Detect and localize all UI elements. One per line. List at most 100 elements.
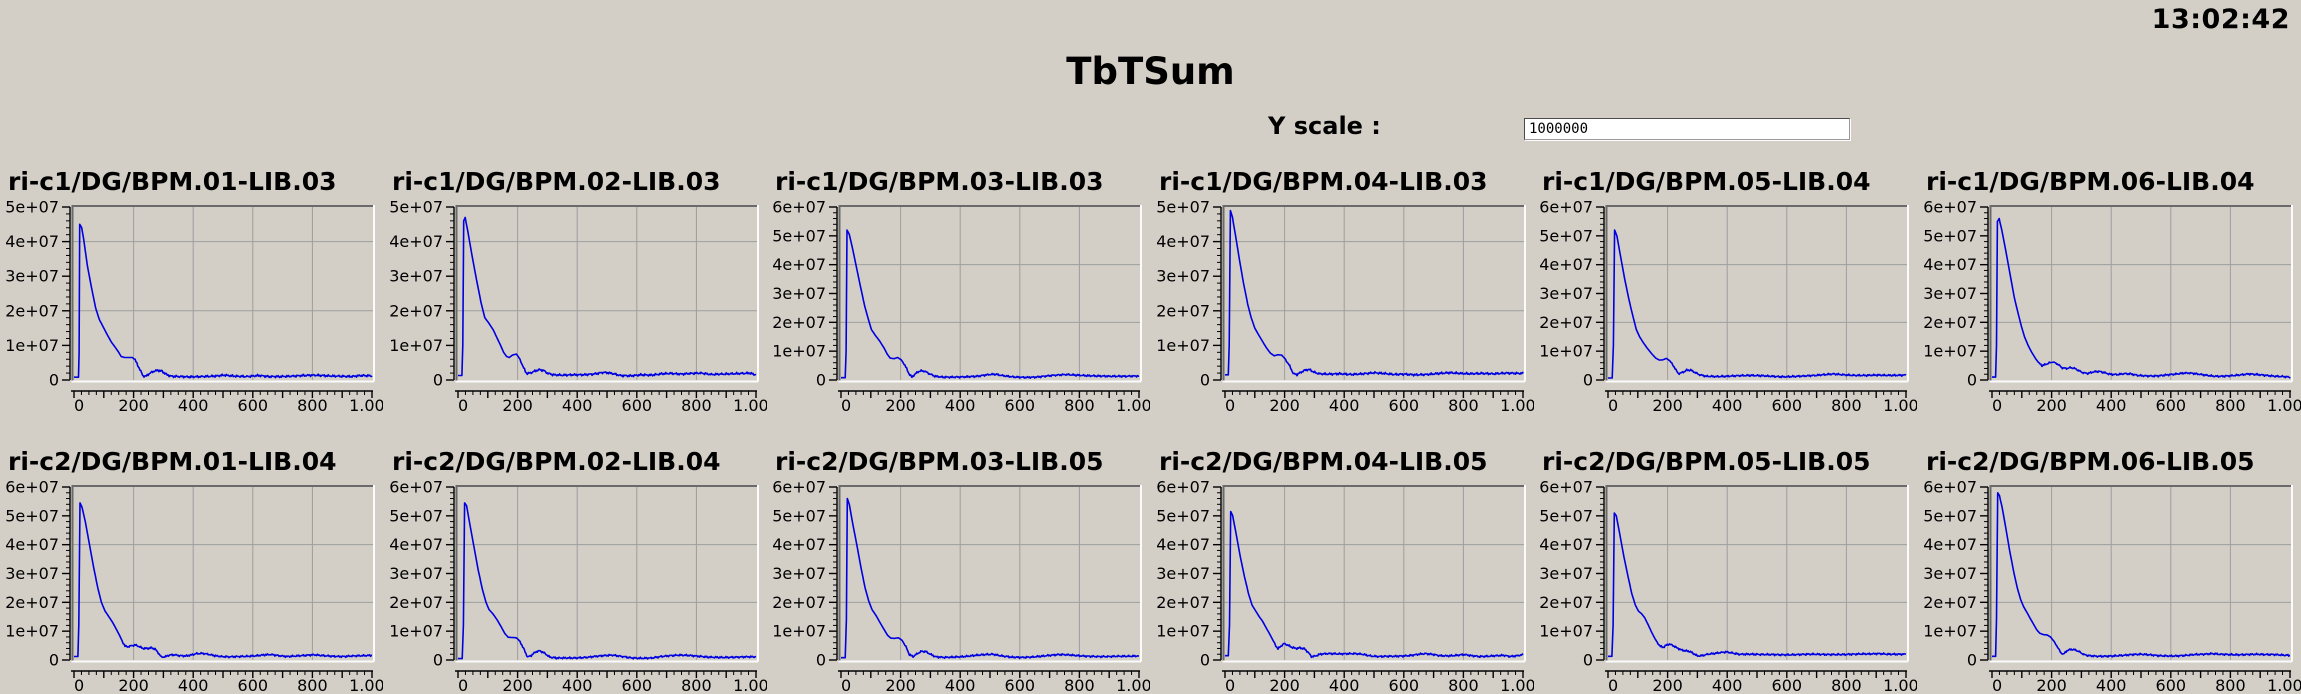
x-tick-label: 400 [2095, 676, 2126, 692]
y-tick-label: 4e+07 [5, 535, 59, 554]
x-tick-label: 0 [841, 396, 851, 412]
x-tick-label: 600 [621, 396, 652, 412]
y-tick-label: 5e+07 [5, 506, 59, 525]
chart-canvas: 6e+07 5e+07 4e+07 3e+07 2e+07 1e+07 00 200 400 60… [772, 447, 1150, 692]
y-tick-label: 5e+07 [389, 506, 443, 525]
y-tick-label: 6e+07 [1923, 198, 1977, 217]
y-tick-label: 3e+07 [1539, 564, 1593, 583]
y-tick-label: 6e+07 [772, 478, 826, 497]
y-tick-label: 5e+07 [5, 198, 59, 217]
y-tick-label: 4e+07 [1539, 255, 1593, 274]
y-tick-label: 4e+07 [5, 232, 59, 251]
y-scale-input[interactable] [1524, 118, 1850, 140]
y-tick-label: 4e+07 [772, 255, 826, 274]
x-tick-label: 600 [2155, 396, 2186, 412]
trace [74, 502, 373, 659]
chart-title: ri-c2/DG/BPM.05-LIB.05 [1542, 447, 1871, 476]
y-tick-label: 3e+07 [5, 564, 59, 583]
x-tick-label: 200 [118, 676, 149, 692]
x-tick-label: 200 [2036, 396, 2067, 412]
y-tick-label: 2e+07 [1539, 313, 1593, 332]
y-tick-label: 3e+07 [772, 284, 826, 303]
y-tick-label: 2e+07 [772, 593, 826, 612]
chart-canvas: 5e+07 4e+07 3e+07 2e+07 1e+07 00 200 400 600 800 1… [1156, 167, 1534, 412]
chart-canvas: 6e+07 5e+07 4e+07 3e+07 2e+07 1e+07 00 200 400 60… [389, 447, 767, 692]
x-tick-label: 200 [885, 396, 916, 412]
x-tick-label: 1.000 [2267, 396, 2301, 412]
x-tick-label: 200 [118, 396, 149, 412]
y-tick-label: 4e+07 [389, 535, 443, 554]
y-tick-label: 6e+07 [389, 478, 443, 497]
y-tick-label: 3e+07 [1156, 564, 1210, 583]
x-tick-label: 400 [1328, 396, 1359, 412]
y-tick-label: 0 [1199, 651, 1209, 670]
y-tick-label: 1e+07 [5, 622, 59, 641]
chart-canvas: 6e+07 5e+07 4e+07 3e+07 2e+07 1e+07 00 200 400 60… [5, 447, 383, 692]
chart-canvas: 6e+07 5e+07 4e+07 3e+07 2e+07 1e+07 00 200 400 60… [1539, 167, 1917, 412]
y-tick-label: 1e+07 [1539, 342, 1593, 361]
y-tick-label: 4e+07 [1539, 535, 1593, 554]
y-tick-label: 6e+07 [772, 198, 826, 217]
y-tick-label: 6e+07 [1923, 478, 1977, 497]
chart-canvas: 6e+07 5e+07 4e+07 3e+07 2e+07 1e+07 00 200 400 60… [1539, 447, 1917, 692]
x-tick-label: 800 [1064, 396, 1095, 412]
chart-ri-c2-dg-bpm-03-lib-05: 6e+07 5e+07 4e+07 3e+07 2e+07 1e+07 0 0 200 400 60… [767, 440, 1151, 694]
x-tick-label: 1.000 [1883, 396, 1917, 412]
chart-title: ri-c2/DG/BPM.06-LIB.05 [1926, 447, 2255, 476]
chart-canvas: 6e+07 5e+07 4e+07 3e+07 2e+07 1e+07 00 200 400 60… [772, 167, 1150, 412]
y-tick-label: 0 [1583, 371, 1593, 390]
chart-ri-c2-dg-bpm-04-lib-05: 6e+07 5e+07 4e+07 3e+07 2e+07 1e+07 0 0 200 400 60… [1151, 440, 1535, 694]
x-tick-label: 400 [1328, 676, 1359, 692]
y-tick-label: 1e+07 [772, 342, 826, 361]
y-tick-label: 0 [49, 651, 59, 670]
x-tick-label: 800 [1831, 676, 1862, 692]
chart-ri-c1-dg-bpm-02-lib-03: 5e+07 4e+07 3e+07 2e+07 1e+07 0 0 200 400 600 800 1… [384, 160, 768, 440]
x-tick-label: 200 [1652, 396, 1683, 412]
x-tick-label: 200 [502, 396, 533, 412]
x-tick-label: 0 [1608, 396, 1618, 412]
y-tick-label: 1e+07 [5, 336, 59, 355]
x-tick-label: 0 [1992, 396, 2002, 412]
y-tick-label: 0 [1966, 371, 1976, 390]
x-tick-label: 800 [297, 396, 328, 412]
x-tick-label: 400 [561, 396, 592, 412]
chart-canvas: 5e+07 4e+07 3e+07 2e+07 1e+07 00 200 400 600 800 1… [5, 167, 383, 412]
chart-title: ri-c1/DG/BPM.01-LIB.03 [8, 167, 337, 196]
chart-title: ri-c1/DG/BPM.02-LIB.03 [392, 167, 721, 196]
y-tick-label: 3e+07 [5, 267, 59, 286]
x-tick-label: 400 [1712, 676, 1743, 692]
x-tick-label: 200 [1652, 676, 1683, 692]
x-tick-label: 1.000 [2267, 676, 2301, 692]
x-tick-label: 600 [1388, 676, 1419, 692]
y-tick-label: 4e+07 [389, 232, 443, 251]
trace [457, 502, 756, 660]
chart-ri-c1-dg-bpm-04-lib-03: 5e+07 4e+07 3e+07 2e+07 1e+07 0 0 200 400 600 800 1… [1151, 160, 1535, 440]
y-tick-label: 5e+07 [772, 506, 826, 525]
chart-title: ri-c1/DG/BPM.04-LIB.03 [1159, 167, 1488, 196]
chart-ri-c2-dg-bpm-01-lib-04: 6e+07 5e+07 4e+07 3e+07 2e+07 1e+07 0 0 200 400 60… [0, 440, 384, 694]
x-tick-label: 400 [945, 396, 976, 412]
x-tick-label: 600 [1005, 396, 1036, 412]
y-tick-label: 5e+07 [1156, 506, 1210, 525]
x-tick-label: 1.000 [1500, 676, 1534, 692]
chart-title: ri-c2/DG/BPM.03-LIB.05 [775, 447, 1104, 476]
x-tick-label: 600 [1772, 676, 1803, 692]
x-tick-label: 1.000 [1883, 676, 1917, 692]
y-tick-label: 3e+07 [1539, 284, 1593, 303]
y-tick-label: 4e+07 [1923, 535, 1977, 554]
chart-title: ri-c1/DG/BPM.03-LIB.03 [775, 167, 1104, 196]
y-tick-label: 3e+07 [1156, 267, 1210, 286]
y-tick-label: 1e+07 [1923, 342, 1977, 361]
y-tick-label: 3e+07 [1923, 564, 1977, 583]
y-tick-label: 1e+07 [389, 622, 443, 641]
y-scale-label: Y scale : [1268, 112, 1381, 140]
y-tick-label: 0 [432, 651, 442, 670]
trace [1991, 217, 2291, 379]
y-tick-label: 2e+07 [389, 593, 443, 612]
y-tick-label: 5e+07 [1923, 506, 1977, 525]
y-tick-label: 2e+07 [772, 313, 826, 332]
chart-canvas: 5e+07 4e+07 3e+07 2e+07 1e+07 00 200 400 600 800 1… [389, 167, 767, 412]
y-tick-label: 2e+07 [1923, 313, 1977, 332]
x-tick-label: 800 [1448, 396, 1479, 412]
chart-ri-c1-dg-bpm-01-lib-03: 5e+07 4e+07 3e+07 2e+07 1e+07 0 0 200 400 600 800 1… [0, 160, 384, 440]
